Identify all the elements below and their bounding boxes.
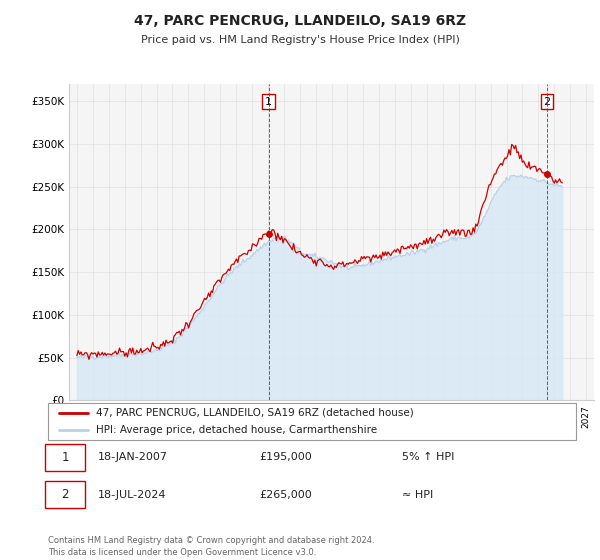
FancyBboxPatch shape — [46, 444, 85, 470]
FancyBboxPatch shape — [48, 403, 576, 440]
Text: 2: 2 — [544, 97, 551, 106]
Text: 5% ↑ HPI: 5% ↑ HPI — [402, 452, 454, 462]
Text: Contains HM Land Registry data © Crown copyright and database right 2024.
This d: Contains HM Land Registry data © Crown c… — [48, 536, 374, 557]
Text: 18-JUL-2024: 18-JUL-2024 — [98, 490, 167, 500]
Text: 1: 1 — [61, 451, 69, 464]
Text: 2: 2 — [61, 488, 69, 501]
Text: 47, PARC PENCRUG, LLANDEILO, SA19 6RZ (detached house): 47, PARC PENCRUG, LLANDEILO, SA19 6RZ (d… — [95, 408, 413, 418]
Text: 1: 1 — [265, 97, 272, 106]
FancyBboxPatch shape — [46, 482, 85, 508]
Text: ≈ HPI: ≈ HPI — [402, 490, 433, 500]
Text: £265,000: £265,000 — [259, 490, 312, 500]
Text: 47, PARC PENCRUG, LLANDEILO, SA19 6RZ: 47, PARC PENCRUG, LLANDEILO, SA19 6RZ — [134, 14, 466, 28]
Text: 18-JAN-2007: 18-JAN-2007 — [98, 452, 168, 462]
Text: HPI: Average price, detached house, Carmarthenshire: HPI: Average price, detached house, Carm… — [95, 425, 377, 435]
Text: Price paid vs. HM Land Registry's House Price Index (HPI): Price paid vs. HM Land Registry's House … — [140, 35, 460, 45]
Text: £195,000: £195,000 — [259, 452, 312, 462]
